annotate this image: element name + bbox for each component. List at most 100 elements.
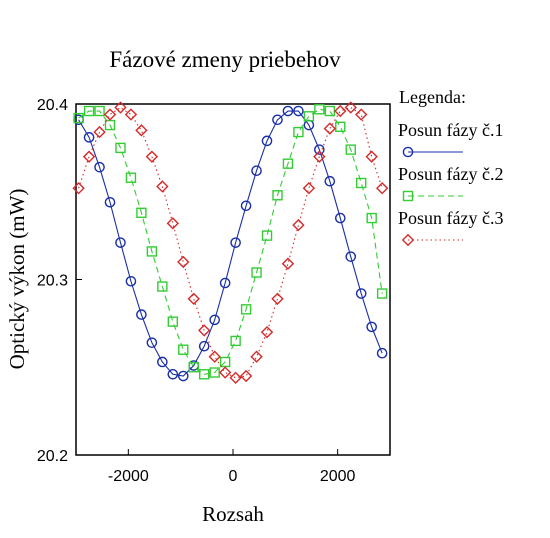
series-2-point <box>167 316 179 327</box>
legend-marker <box>402 146 414 158</box>
series-1-point <box>230 237 241 248</box>
series-3-point <box>103 108 117 121</box>
series-3-point <box>302 182 316 195</box>
series-2-point <box>366 212 377 224</box>
legend: Legenda: Posun fázy č.1 Posun fázy č.2 Pos… <box>398 87 503 247</box>
series-2-point <box>335 121 346 133</box>
series-3-point <box>344 101 357 114</box>
series-1-point <box>314 144 325 155</box>
series-3-point <box>271 292 284 305</box>
series-2-point <box>261 230 273 241</box>
series-2-point <box>376 288 388 299</box>
y-axis-label: Optický výkon (mW) <box>5 189 29 370</box>
series-1-point <box>157 356 168 368</box>
series-1-point <box>345 251 357 262</box>
y-tick-label: 20.3 <box>37 273 68 290</box>
series-2-point <box>303 111 315 122</box>
series-3-point <box>250 350 263 363</box>
legend-marker <box>401 233 415 247</box>
series-3-point <box>187 292 200 305</box>
legend-item-posun-f-zy-3: Posun fázy č.3 <box>398 208 503 247</box>
y-axis-ticks: 20.2 20.3 20.4 <box>37 97 82 465</box>
x-axis-label: Rozsah <box>202 502 264 526</box>
series-1-point <box>125 275 137 287</box>
series-3-point <box>239 369 253 383</box>
series-3-point <box>177 255 190 269</box>
series-2-point <box>115 142 126 154</box>
series-1-point <box>282 105 294 117</box>
series-1-point <box>177 370 189 382</box>
x-tick-label: -2000 <box>108 468 149 485</box>
series-2-line <box>78 108 383 375</box>
series-2-point <box>230 335 241 347</box>
series-3-point <box>229 371 242 384</box>
series-3-point <box>166 217 180 230</box>
series-3-point <box>323 122 337 135</box>
series-3-point <box>135 124 148 137</box>
series-3-point <box>260 325 274 339</box>
series-2-point <box>272 190 283 201</box>
series-3-point <box>334 104 347 118</box>
series-1-point <box>261 135 273 147</box>
legend-label: Posun fázy č.1 <box>398 120 503 140</box>
legend-item-posun-f-zy-2: Posun fázy č.2 <box>398 164 503 202</box>
series-3-point <box>156 180 169 193</box>
series-1-point <box>167 368 179 380</box>
series-2-point <box>146 246 158 257</box>
series-1-point <box>146 337 158 348</box>
series-1-point <box>366 321 377 333</box>
series-1-point <box>293 105 304 117</box>
series-2-point <box>125 172 137 183</box>
series-3-point <box>82 150 96 163</box>
x-axis-ticks: -2000 0 2000 <box>108 449 356 485</box>
series-2-point <box>94 105 105 117</box>
series-1-point <box>115 237 126 248</box>
series-3-point <box>313 150 326 163</box>
series-3-point <box>198 324 211 337</box>
series-1-point <box>240 200 252 212</box>
legend-marker <box>402 190 414 202</box>
series-1-point <box>272 114 283 126</box>
legend-label: Posun fázy č.3 <box>398 208 503 228</box>
legend-label: Posun fázy č.2 <box>398 164 503 184</box>
series-1-line <box>78 110 383 377</box>
series-3-point <box>93 125 106 139</box>
y-tick-label: 20.4 <box>37 97 68 114</box>
y-tick-label: 20.2 <box>37 448 68 465</box>
series-2 <box>73 104 388 380</box>
legend-item-posun-f-zy-1: Posun fázy č.1 <box>398 120 503 158</box>
series-3-point <box>292 218 305 232</box>
series-2-point <box>345 144 356 155</box>
series-1-point <box>136 309 147 320</box>
series-1-point <box>334 212 346 224</box>
series-2-point <box>293 126 304 138</box>
series-1-point <box>83 132 95 143</box>
legend-title: Legenda: <box>399 87 466 107</box>
x-tick-label: 2000 <box>320 468 356 485</box>
series-1-point <box>376 347 388 359</box>
series-2-point <box>282 158 294 169</box>
series-1-point <box>209 314 220 326</box>
series-2-point <box>178 344 189 355</box>
series-2-point <box>73 112 84 124</box>
series-2-point <box>356 177 367 189</box>
series-3-line <box>78 106 383 379</box>
series-1 <box>73 105 388 382</box>
series-3-point <box>375 182 389 195</box>
series-1-point <box>355 288 367 299</box>
series-3-point <box>72 182 85 195</box>
series-1-point <box>104 196 116 208</box>
series-1-point <box>251 165 262 176</box>
series-3-point <box>114 101 127 114</box>
series-1-point <box>198 340 210 352</box>
series-2-point <box>83 105 95 117</box>
series-3-point <box>281 257 295 270</box>
series-layer <box>72 101 389 384</box>
series-1-point <box>324 175 336 187</box>
x-tick-label: 0 <box>229 468 238 485</box>
series-2-point <box>157 281 168 292</box>
series-2-point <box>199 369 210 380</box>
series-3 <box>72 101 389 384</box>
series-2-point <box>251 267 262 278</box>
